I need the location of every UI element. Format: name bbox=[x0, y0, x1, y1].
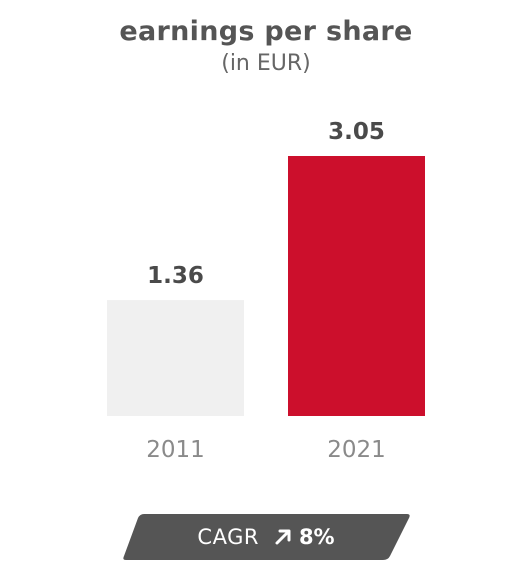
cagr-label: CAGR bbox=[197, 525, 259, 549]
cagr-badge: CAGR 8% bbox=[122, 513, 410, 561]
cagr-badge-background bbox=[123, 514, 410, 560]
arrow-up-right-icon bbox=[275, 529, 291, 545]
cagr-content: CAGR 8% bbox=[122, 513, 410, 561]
cagr-value: 8% bbox=[298, 525, 335, 549]
bar-2021 bbox=[288, 156, 425, 416]
bar-chart: 1.36 2011 3.05 2021 bbox=[107, 119, 425, 463]
tick-label-2021: 2021 bbox=[327, 437, 386, 463]
chart-subtitle: (in EUR) bbox=[221, 51, 311, 76]
chart-title: earnings per share bbox=[119, 16, 413, 47]
tick-label-2011: 2011 bbox=[146, 437, 205, 463]
bar-2011 bbox=[107, 300, 244, 416]
value-label-2011: 1.36 bbox=[147, 263, 204, 289]
value-label-2021: 3.05 bbox=[328, 119, 385, 145]
cagr-badge-shape bbox=[123, 514, 410, 560]
